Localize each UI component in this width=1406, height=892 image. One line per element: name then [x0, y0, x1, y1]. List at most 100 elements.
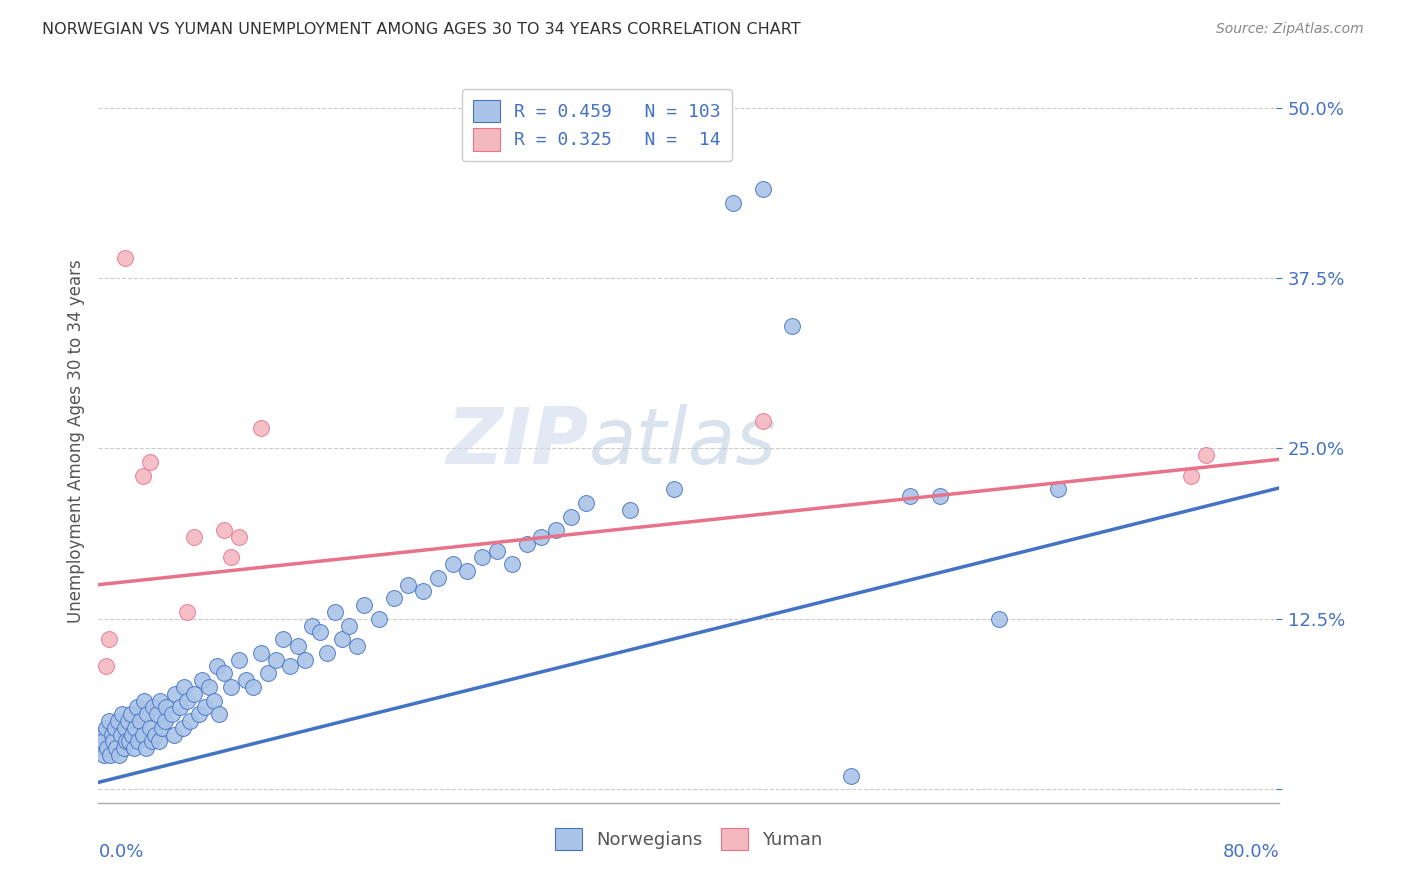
- Point: [122, 741, 145, 756]
- Point: [105, 741, 128, 756]
- Point: [208, 707, 231, 722]
- Point: [929, 489, 952, 503]
- Point: [153, 714, 176, 728]
- Point: [516, 537, 538, 551]
- Point: [301, 618, 323, 632]
- Point: [471, 550, 494, 565]
- Point: [346, 639, 368, 653]
- Point: [176, 693, 198, 707]
- Point: [110, 728, 132, 742]
- Point: [150, 721, 173, 735]
- Point: [221, 550, 243, 565]
- Point: [132, 468, 155, 483]
- Point: [309, 625, 332, 640]
- Point: [139, 455, 162, 469]
- Point: [169, 700, 191, 714]
- Point: [163, 728, 186, 742]
- Point: [97, 632, 120, 647]
- Point: [89, 741, 111, 756]
- Point: [132, 728, 155, 742]
- Point: [752, 182, 775, 196]
- Point: [1046, 482, 1070, 496]
- Legend: Norwegians, Yuman: Norwegians, Yuman: [546, 819, 832, 859]
- Text: atlas: atlas: [589, 403, 776, 480]
- Point: [382, 591, 405, 606]
- Point: [120, 707, 142, 722]
- Point: [323, 605, 346, 619]
- Point: [530, 530, 553, 544]
- Point: [752, 414, 775, 428]
- Point: [723, 196, 745, 211]
- Point: [143, 728, 166, 742]
- Point: [353, 598, 375, 612]
- Point: [114, 251, 136, 265]
- Point: [228, 653, 250, 667]
- Point: [398, 577, 420, 591]
- Point: [135, 741, 157, 756]
- Point: [128, 714, 150, 728]
- Point: [1180, 468, 1202, 483]
- Point: [111, 707, 134, 722]
- Point: [97, 714, 120, 728]
- Point: [112, 741, 135, 756]
- Point: [114, 721, 136, 735]
- Point: [368, 612, 391, 626]
- Point: [149, 693, 172, 707]
- Point: [108, 748, 131, 763]
- Text: Source: ZipAtlas.com: Source: ZipAtlas.com: [1216, 22, 1364, 37]
- Point: [142, 700, 165, 714]
- Point: [117, 714, 139, 728]
- Point: [560, 509, 582, 524]
- Point: [125, 700, 148, 714]
- Point: [198, 680, 221, 694]
- Point: [900, 489, 922, 503]
- Text: 0.0%: 0.0%: [98, 843, 143, 861]
- Point: [90, 728, 112, 742]
- Point: [316, 646, 339, 660]
- Point: [412, 584, 434, 599]
- Point: [172, 721, 194, 735]
- Point: [457, 564, 479, 578]
- Point: [118, 734, 141, 748]
- Point: [427, 571, 450, 585]
- Point: [146, 707, 169, 722]
- Y-axis label: Unemployment Among Ages 30 to 34 years: Unemployment Among Ages 30 to 34 years: [66, 260, 84, 624]
- Point: [162, 707, 183, 722]
- Point: [501, 558, 523, 572]
- Point: [141, 734, 163, 748]
- Point: [183, 687, 205, 701]
- Point: [664, 482, 686, 496]
- Point: [1195, 448, 1218, 462]
- Point: [841, 768, 863, 782]
- Point: [257, 666, 280, 681]
- Point: [107, 714, 129, 728]
- Point: [294, 653, 316, 667]
- Point: [619, 502, 641, 516]
- Point: [103, 734, 125, 748]
- Point: [134, 693, 156, 707]
- Point: [287, 639, 309, 653]
- Point: [183, 530, 205, 544]
- Text: 80.0%: 80.0%: [1223, 843, 1279, 861]
- Point: [179, 714, 201, 728]
- Point: [339, 618, 361, 632]
- Point: [148, 734, 170, 748]
- Point: [165, 687, 187, 701]
- Point: [486, 543, 509, 558]
- Point: [280, 659, 302, 673]
- Point: [988, 612, 1011, 626]
- Point: [136, 707, 159, 722]
- Point: [221, 680, 243, 694]
- Point: [191, 673, 214, 687]
- Point: [98, 748, 121, 763]
- Point: [441, 558, 464, 572]
- Point: [250, 646, 273, 660]
- Point: [575, 496, 598, 510]
- Point: [104, 721, 127, 735]
- Point: [127, 734, 149, 748]
- Point: [121, 728, 143, 742]
- Point: [202, 693, 225, 707]
- Point: [124, 721, 146, 735]
- Point: [194, 700, 217, 714]
- Point: [155, 700, 177, 714]
